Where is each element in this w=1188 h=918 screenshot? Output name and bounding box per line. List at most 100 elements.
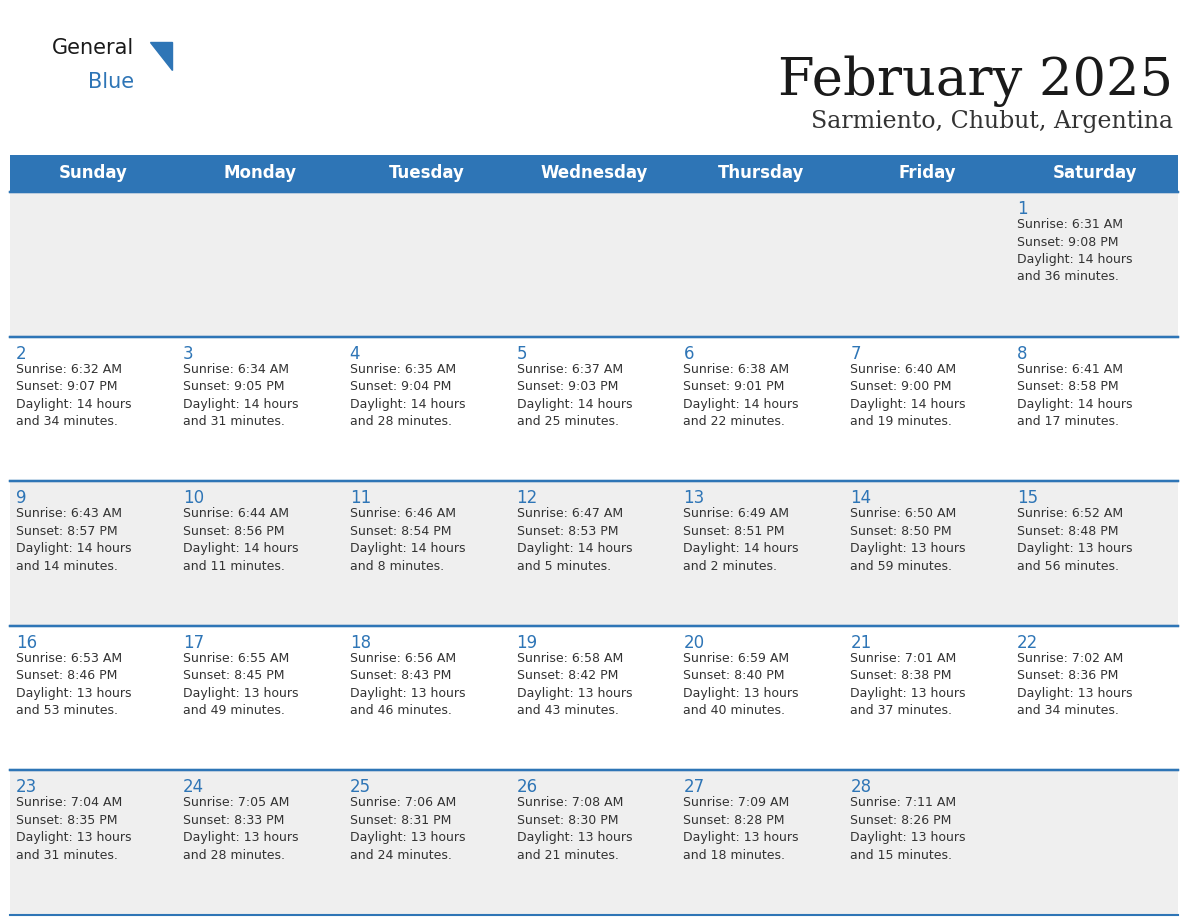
Bar bbox=[1011, 481, 1178, 626]
Text: 21: 21 bbox=[851, 633, 872, 652]
Text: Monday: Monday bbox=[223, 164, 297, 183]
Text: Sunrise: 6:52 AM
Sunset: 8:48 PM
Daylight: 13 hours
and 56 minutes.: Sunrise: 6:52 AM Sunset: 8:48 PM Dayligh… bbox=[1017, 508, 1132, 573]
Text: 12: 12 bbox=[517, 489, 538, 508]
Text: Sunrise: 6:46 AM
Sunset: 8:54 PM
Daylight: 14 hours
and 8 minutes.: Sunrise: 6:46 AM Sunset: 8:54 PM Dayligh… bbox=[349, 508, 466, 573]
Bar bbox=[343, 155, 511, 192]
Text: Blue: Blue bbox=[88, 72, 134, 92]
Text: Sunrise: 6:43 AM
Sunset: 8:57 PM
Daylight: 14 hours
and 14 minutes.: Sunrise: 6:43 AM Sunset: 8:57 PM Dayligh… bbox=[15, 508, 132, 573]
Bar bbox=[343, 481, 511, 626]
Text: February 2025: February 2025 bbox=[778, 55, 1173, 106]
Bar bbox=[845, 770, 1011, 915]
Text: Saturday: Saturday bbox=[1053, 164, 1137, 183]
Text: 15: 15 bbox=[1017, 489, 1038, 508]
Bar bbox=[10, 337, 177, 481]
Text: Sunrise: 6:59 AM
Sunset: 8:40 PM
Daylight: 13 hours
and 40 minutes.: Sunrise: 6:59 AM Sunset: 8:40 PM Dayligh… bbox=[683, 652, 798, 717]
Bar bbox=[677, 337, 845, 481]
Text: 3: 3 bbox=[183, 344, 194, 363]
Bar bbox=[845, 337, 1011, 481]
Bar bbox=[511, 770, 677, 915]
Text: 23: 23 bbox=[15, 778, 37, 797]
Text: Tuesday: Tuesday bbox=[390, 164, 465, 183]
Bar bbox=[343, 770, 511, 915]
Text: Sunrise: 6:31 AM
Sunset: 9:08 PM
Daylight: 14 hours
and 36 minutes.: Sunrise: 6:31 AM Sunset: 9:08 PM Dayligh… bbox=[1017, 218, 1132, 284]
Bar bbox=[845, 481, 1011, 626]
Text: Sunrise: 6:40 AM
Sunset: 9:00 PM
Daylight: 14 hours
and 19 minutes.: Sunrise: 6:40 AM Sunset: 9:00 PM Dayligh… bbox=[851, 363, 966, 428]
Text: Sunrise: 6:56 AM
Sunset: 8:43 PM
Daylight: 13 hours
and 46 minutes.: Sunrise: 6:56 AM Sunset: 8:43 PM Dayligh… bbox=[349, 652, 466, 717]
Text: Sunrise: 6:47 AM
Sunset: 8:53 PM
Daylight: 14 hours
and 5 minutes.: Sunrise: 6:47 AM Sunset: 8:53 PM Dayligh… bbox=[517, 508, 632, 573]
Text: Sunrise: 6:32 AM
Sunset: 9:07 PM
Daylight: 14 hours
and 34 minutes.: Sunrise: 6:32 AM Sunset: 9:07 PM Dayligh… bbox=[15, 363, 132, 428]
Text: Sunrise: 6:49 AM
Sunset: 8:51 PM
Daylight: 14 hours
and 2 minutes.: Sunrise: 6:49 AM Sunset: 8:51 PM Dayligh… bbox=[683, 508, 798, 573]
Text: 2: 2 bbox=[15, 344, 26, 363]
Bar bbox=[511, 155, 677, 192]
Bar bbox=[1011, 770, 1178, 915]
Bar bbox=[177, 192, 343, 337]
Text: Sunrise: 7:01 AM
Sunset: 8:38 PM
Daylight: 13 hours
and 37 minutes.: Sunrise: 7:01 AM Sunset: 8:38 PM Dayligh… bbox=[851, 652, 966, 717]
Text: Sunrise: 7:04 AM
Sunset: 8:35 PM
Daylight: 13 hours
and 31 minutes.: Sunrise: 7:04 AM Sunset: 8:35 PM Dayligh… bbox=[15, 797, 132, 862]
Text: 19: 19 bbox=[517, 633, 538, 652]
Text: General: General bbox=[52, 38, 134, 58]
Bar bbox=[677, 481, 845, 626]
Bar bbox=[177, 155, 343, 192]
Text: 17: 17 bbox=[183, 633, 204, 652]
Text: 28: 28 bbox=[851, 778, 872, 797]
Bar bbox=[677, 155, 845, 192]
Text: 7: 7 bbox=[851, 344, 861, 363]
Bar bbox=[10, 626, 177, 770]
Text: Sunrise: 6:53 AM
Sunset: 8:46 PM
Daylight: 13 hours
and 53 minutes.: Sunrise: 6:53 AM Sunset: 8:46 PM Dayligh… bbox=[15, 652, 132, 717]
Bar bbox=[511, 481, 677, 626]
Bar bbox=[1011, 626, 1178, 770]
Bar bbox=[343, 626, 511, 770]
Text: 10: 10 bbox=[183, 489, 204, 508]
Text: 27: 27 bbox=[683, 778, 704, 797]
Bar bbox=[10, 192, 177, 337]
Text: 16: 16 bbox=[15, 633, 37, 652]
Text: 11: 11 bbox=[349, 489, 371, 508]
Bar bbox=[511, 626, 677, 770]
Bar bbox=[845, 192, 1011, 337]
Text: Sunrise: 7:11 AM
Sunset: 8:26 PM
Daylight: 13 hours
and 15 minutes.: Sunrise: 7:11 AM Sunset: 8:26 PM Dayligh… bbox=[851, 797, 966, 862]
Text: 24: 24 bbox=[183, 778, 204, 797]
Bar bbox=[511, 192, 677, 337]
Text: Sunrise: 7:09 AM
Sunset: 8:28 PM
Daylight: 13 hours
and 18 minutes.: Sunrise: 7:09 AM Sunset: 8:28 PM Dayligh… bbox=[683, 797, 798, 862]
Text: 6: 6 bbox=[683, 344, 694, 363]
Bar bbox=[10, 481, 177, 626]
Bar bbox=[343, 192, 511, 337]
Text: Friday: Friday bbox=[899, 164, 956, 183]
Text: Thursday: Thursday bbox=[718, 164, 804, 183]
Bar bbox=[511, 337, 677, 481]
Text: Sunrise: 6:37 AM
Sunset: 9:03 PM
Daylight: 14 hours
and 25 minutes.: Sunrise: 6:37 AM Sunset: 9:03 PM Dayligh… bbox=[517, 363, 632, 428]
Bar bbox=[177, 337, 343, 481]
Text: Sunrise: 6:38 AM
Sunset: 9:01 PM
Daylight: 14 hours
and 22 minutes.: Sunrise: 6:38 AM Sunset: 9:01 PM Dayligh… bbox=[683, 363, 798, 428]
Bar bbox=[1011, 155, 1178, 192]
Bar bbox=[177, 626, 343, 770]
Text: 20: 20 bbox=[683, 633, 704, 652]
Text: Sunday: Sunday bbox=[59, 164, 128, 183]
Text: Sunrise: 7:05 AM
Sunset: 8:33 PM
Daylight: 13 hours
and 28 minutes.: Sunrise: 7:05 AM Sunset: 8:33 PM Dayligh… bbox=[183, 797, 298, 862]
Text: Sunrise: 7:02 AM
Sunset: 8:36 PM
Daylight: 13 hours
and 34 minutes.: Sunrise: 7:02 AM Sunset: 8:36 PM Dayligh… bbox=[1017, 652, 1132, 717]
Text: 5: 5 bbox=[517, 344, 527, 363]
Bar bbox=[845, 626, 1011, 770]
Text: 8: 8 bbox=[1017, 344, 1028, 363]
Bar bbox=[677, 770, 845, 915]
Text: Sunrise: 6:50 AM
Sunset: 8:50 PM
Daylight: 13 hours
and 59 minutes.: Sunrise: 6:50 AM Sunset: 8:50 PM Dayligh… bbox=[851, 508, 966, 573]
Text: 22: 22 bbox=[1017, 633, 1038, 652]
Bar bbox=[343, 337, 511, 481]
Text: Sunrise: 6:34 AM
Sunset: 9:05 PM
Daylight: 14 hours
and 31 minutes.: Sunrise: 6:34 AM Sunset: 9:05 PM Dayligh… bbox=[183, 363, 298, 428]
Bar bbox=[845, 155, 1011, 192]
Text: 9: 9 bbox=[15, 489, 26, 508]
Bar bbox=[1011, 192, 1178, 337]
Text: Sunrise: 6:44 AM
Sunset: 8:56 PM
Daylight: 14 hours
and 11 minutes.: Sunrise: 6:44 AM Sunset: 8:56 PM Dayligh… bbox=[183, 508, 298, 573]
Bar bbox=[677, 192, 845, 337]
Text: 26: 26 bbox=[517, 778, 538, 797]
Bar bbox=[177, 770, 343, 915]
Text: 4: 4 bbox=[349, 344, 360, 363]
Text: 18: 18 bbox=[349, 633, 371, 652]
Polygon shape bbox=[150, 42, 172, 70]
Text: 1: 1 bbox=[1017, 200, 1028, 218]
Bar bbox=[1011, 337, 1178, 481]
Text: 13: 13 bbox=[683, 489, 704, 508]
Text: Sunrise: 7:06 AM
Sunset: 8:31 PM
Daylight: 13 hours
and 24 minutes.: Sunrise: 7:06 AM Sunset: 8:31 PM Dayligh… bbox=[349, 797, 466, 862]
Text: 14: 14 bbox=[851, 489, 872, 508]
Text: Sunrise: 6:35 AM
Sunset: 9:04 PM
Daylight: 14 hours
and 28 minutes.: Sunrise: 6:35 AM Sunset: 9:04 PM Dayligh… bbox=[349, 363, 466, 428]
Text: Sarmiento, Chubut, Argentina: Sarmiento, Chubut, Argentina bbox=[811, 110, 1173, 133]
